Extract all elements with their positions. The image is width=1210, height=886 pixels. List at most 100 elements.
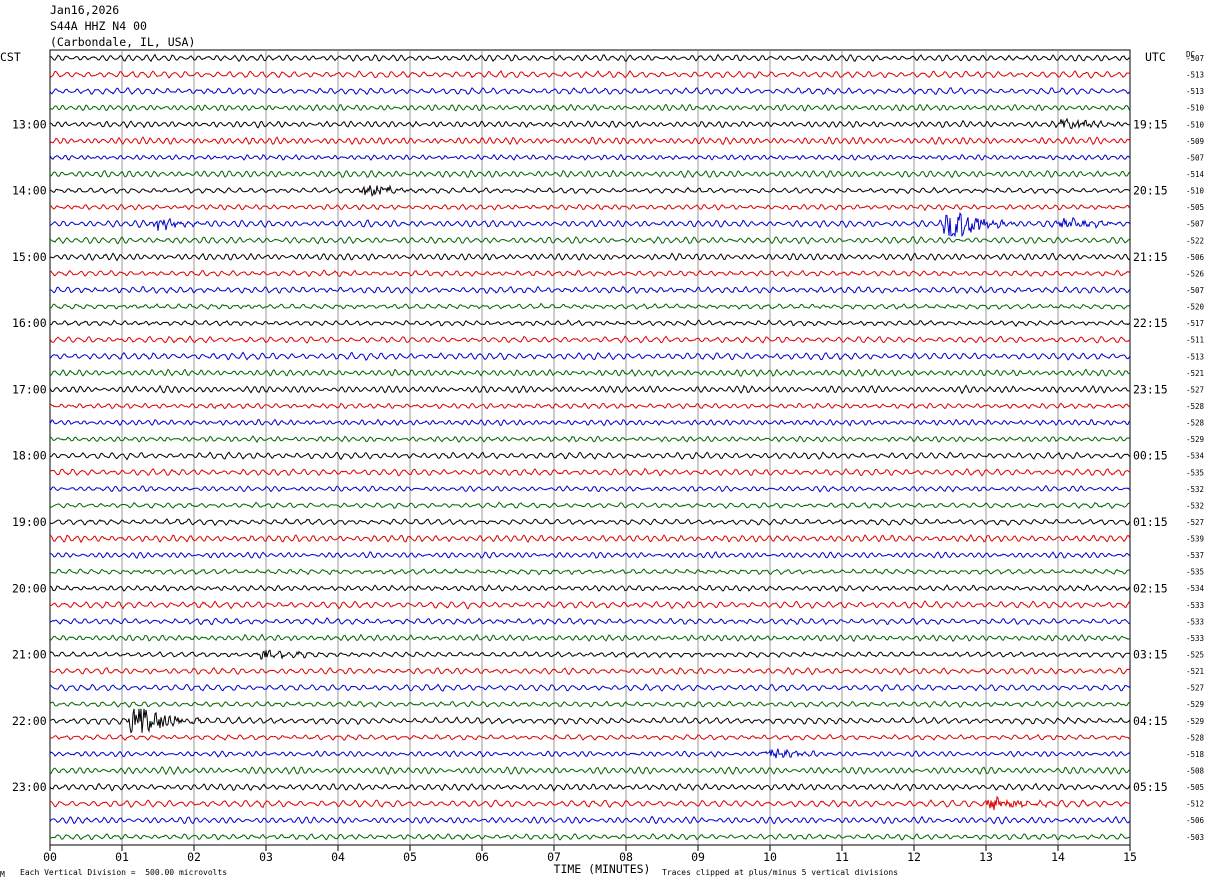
trace-11 <box>49 212 1131 238</box>
trace-27 <box>49 484 1131 493</box>
dc-offset-label: -513 <box>1186 352 1204 361</box>
dc-offset-label: -513 <box>1186 87 1204 96</box>
dc-offset-label: -507 <box>1186 286 1204 295</box>
trace-31 <box>49 551 1131 559</box>
dc-offset-label: -506 <box>1186 816 1205 825</box>
x-tick-label: 04 <box>331 850 345 864</box>
dc-offset-label: -521 <box>1186 369 1204 378</box>
dc-offset-label: -535 <box>1186 468 1204 477</box>
trace-15 <box>49 285 1131 295</box>
dc-offset-label: -505 <box>1186 783 1204 792</box>
trace-40 <box>49 700 1131 708</box>
x-tick-label: 07 <box>547 850 561 864</box>
utc-axis-title: UTC <box>1145 50 1166 64</box>
trace-41 <box>49 708 1131 734</box>
trace-4 <box>49 103 1131 112</box>
clip-note: Traces clipped at plus/minus 5 vertical … <box>662 868 899 877</box>
dc-offset-label: -520 <box>1186 303 1205 312</box>
x-tick-label: 15 <box>1123 850 1137 864</box>
dc-offset-label: -517 <box>1186 319 1204 328</box>
trace-13 <box>49 252 1131 262</box>
trace-39 <box>49 683 1131 692</box>
trace-21 <box>49 384 1131 395</box>
dc-offset-label: -532 <box>1186 501 1204 510</box>
cst-hour-label: 16:00 <box>12 316 47 330</box>
utc-hour-label: 01:15 <box>1133 515 1168 529</box>
dc-offset-label: -505 <box>1186 203 1204 212</box>
trace-12 <box>49 236 1131 245</box>
trace-34 <box>49 600 1131 610</box>
x-tick-label: 06 <box>475 850 489 864</box>
trace-6 <box>49 136 1131 146</box>
trace-43 <box>49 748 1131 759</box>
trace-45 <box>49 782 1131 792</box>
trace-3 <box>49 86 1131 96</box>
utc-hour-label: 22:15 <box>1133 316 1168 330</box>
x-tick-label: 13 <box>979 850 993 864</box>
utc-hour-label: 03:15 <box>1133 648 1168 662</box>
trace-1 <box>50 53 1131 63</box>
trace-30 <box>50 533 1131 544</box>
cst-hour-label: 21:00 <box>12 648 47 662</box>
x-tick-label: 00 <box>43 850 57 864</box>
cst-hour-label: 15:00 <box>12 250 47 264</box>
x-tick-label: 05 <box>403 850 417 864</box>
dc-offset-label: -539 <box>1186 535 1204 544</box>
trace-44 <box>49 765 1131 776</box>
utc-hour-label: 05:15 <box>1133 780 1168 794</box>
station-label: S44A HHZ N4 00 <box>50 19 147 33</box>
dc-offset-label: -507 <box>1186 54 1204 63</box>
dc-offset-label: -534 <box>1186 452 1205 461</box>
x-tick-label: 09 <box>691 850 705 864</box>
x-tick-label: 02 <box>187 850 201 864</box>
trace-33 <box>49 584 1131 592</box>
trace-26 <box>49 467 1130 477</box>
dc-offset-label: -507 <box>1186 220 1204 229</box>
utc-hour-label: 02:15 <box>1133 581 1168 595</box>
utc-hour-label: 00:15 <box>1133 449 1168 463</box>
utc-hour-label: 21:15 <box>1133 250 1168 264</box>
dc-offset-label: -510 <box>1186 120 1205 129</box>
trace-14 <box>49 269 1131 278</box>
trace-38 <box>49 666 1131 676</box>
dc-offset-label: -535 <box>1186 568 1204 577</box>
trace-36 <box>49 633 1131 643</box>
trace-10 <box>49 203 1131 212</box>
x-tick-label: 10 <box>763 850 777 864</box>
trace-47 <box>49 815 1131 825</box>
trace-2 <box>49 69 1131 79</box>
cst-axis-title: CST <box>0 50 21 64</box>
dc-offset-label: -533 <box>1186 634 1204 643</box>
dc-offset-label: -503 <box>1186 833 1204 842</box>
dc-offset-label: -512 <box>1186 800 1204 809</box>
dc-offset-label: -525 <box>1186 651 1204 660</box>
dc-offset-label: -510 <box>1186 187 1205 196</box>
dc-offset-label: -514 <box>1186 170 1205 179</box>
trace-9 <box>49 184 1131 197</box>
trace-28 <box>49 501 1131 510</box>
dc-offset-label: -529 <box>1186 700 1204 709</box>
trace-18 <box>49 335 1131 344</box>
trace-32 <box>49 568 1131 576</box>
date-label: Jan16,2026 <box>50 3 120 17</box>
cst-hour-label: 19:00 <box>12 515 47 529</box>
dc-offset-label: -509 <box>1186 137 1204 146</box>
cst-hour-label: 18:00 <box>12 449 47 463</box>
dc-offset-label: -532 <box>1186 485 1204 494</box>
x-tick-label: 11 <box>835 850 849 864</box>
dc-offset-label: -527 <box>1186 684 1204 693</box>
scale-note: Each Vertical Division = 500.00 microvol… <box>20 868 228 877</box>
cst-hour-label: 13:00 <box>12 117 47 131</box>
trace-29 <box>49 517 1131 526</box>
trace-46 <box>49 795 1131 811</box>
dc-offset-label: -528 <box>1186 419 1205 428</box>
dc-offset-label: -537 <box>1186 551 1204 560</box>
trace-8 <box>49 169 1131 179</box>
utc-hour-label: 19:15 <box>1133 117 1168 131</box>
dc-offset-label: -507 <box>1186 153 1204 162</box>
dc-offset-label: -518 <box>1186 750 1205 759</box>
trace-37 <box>49 649 1131 660</box>
trace-5 <box>49 117 1131 130</box>
trace-16 <box>49 302 1131 310</box>
